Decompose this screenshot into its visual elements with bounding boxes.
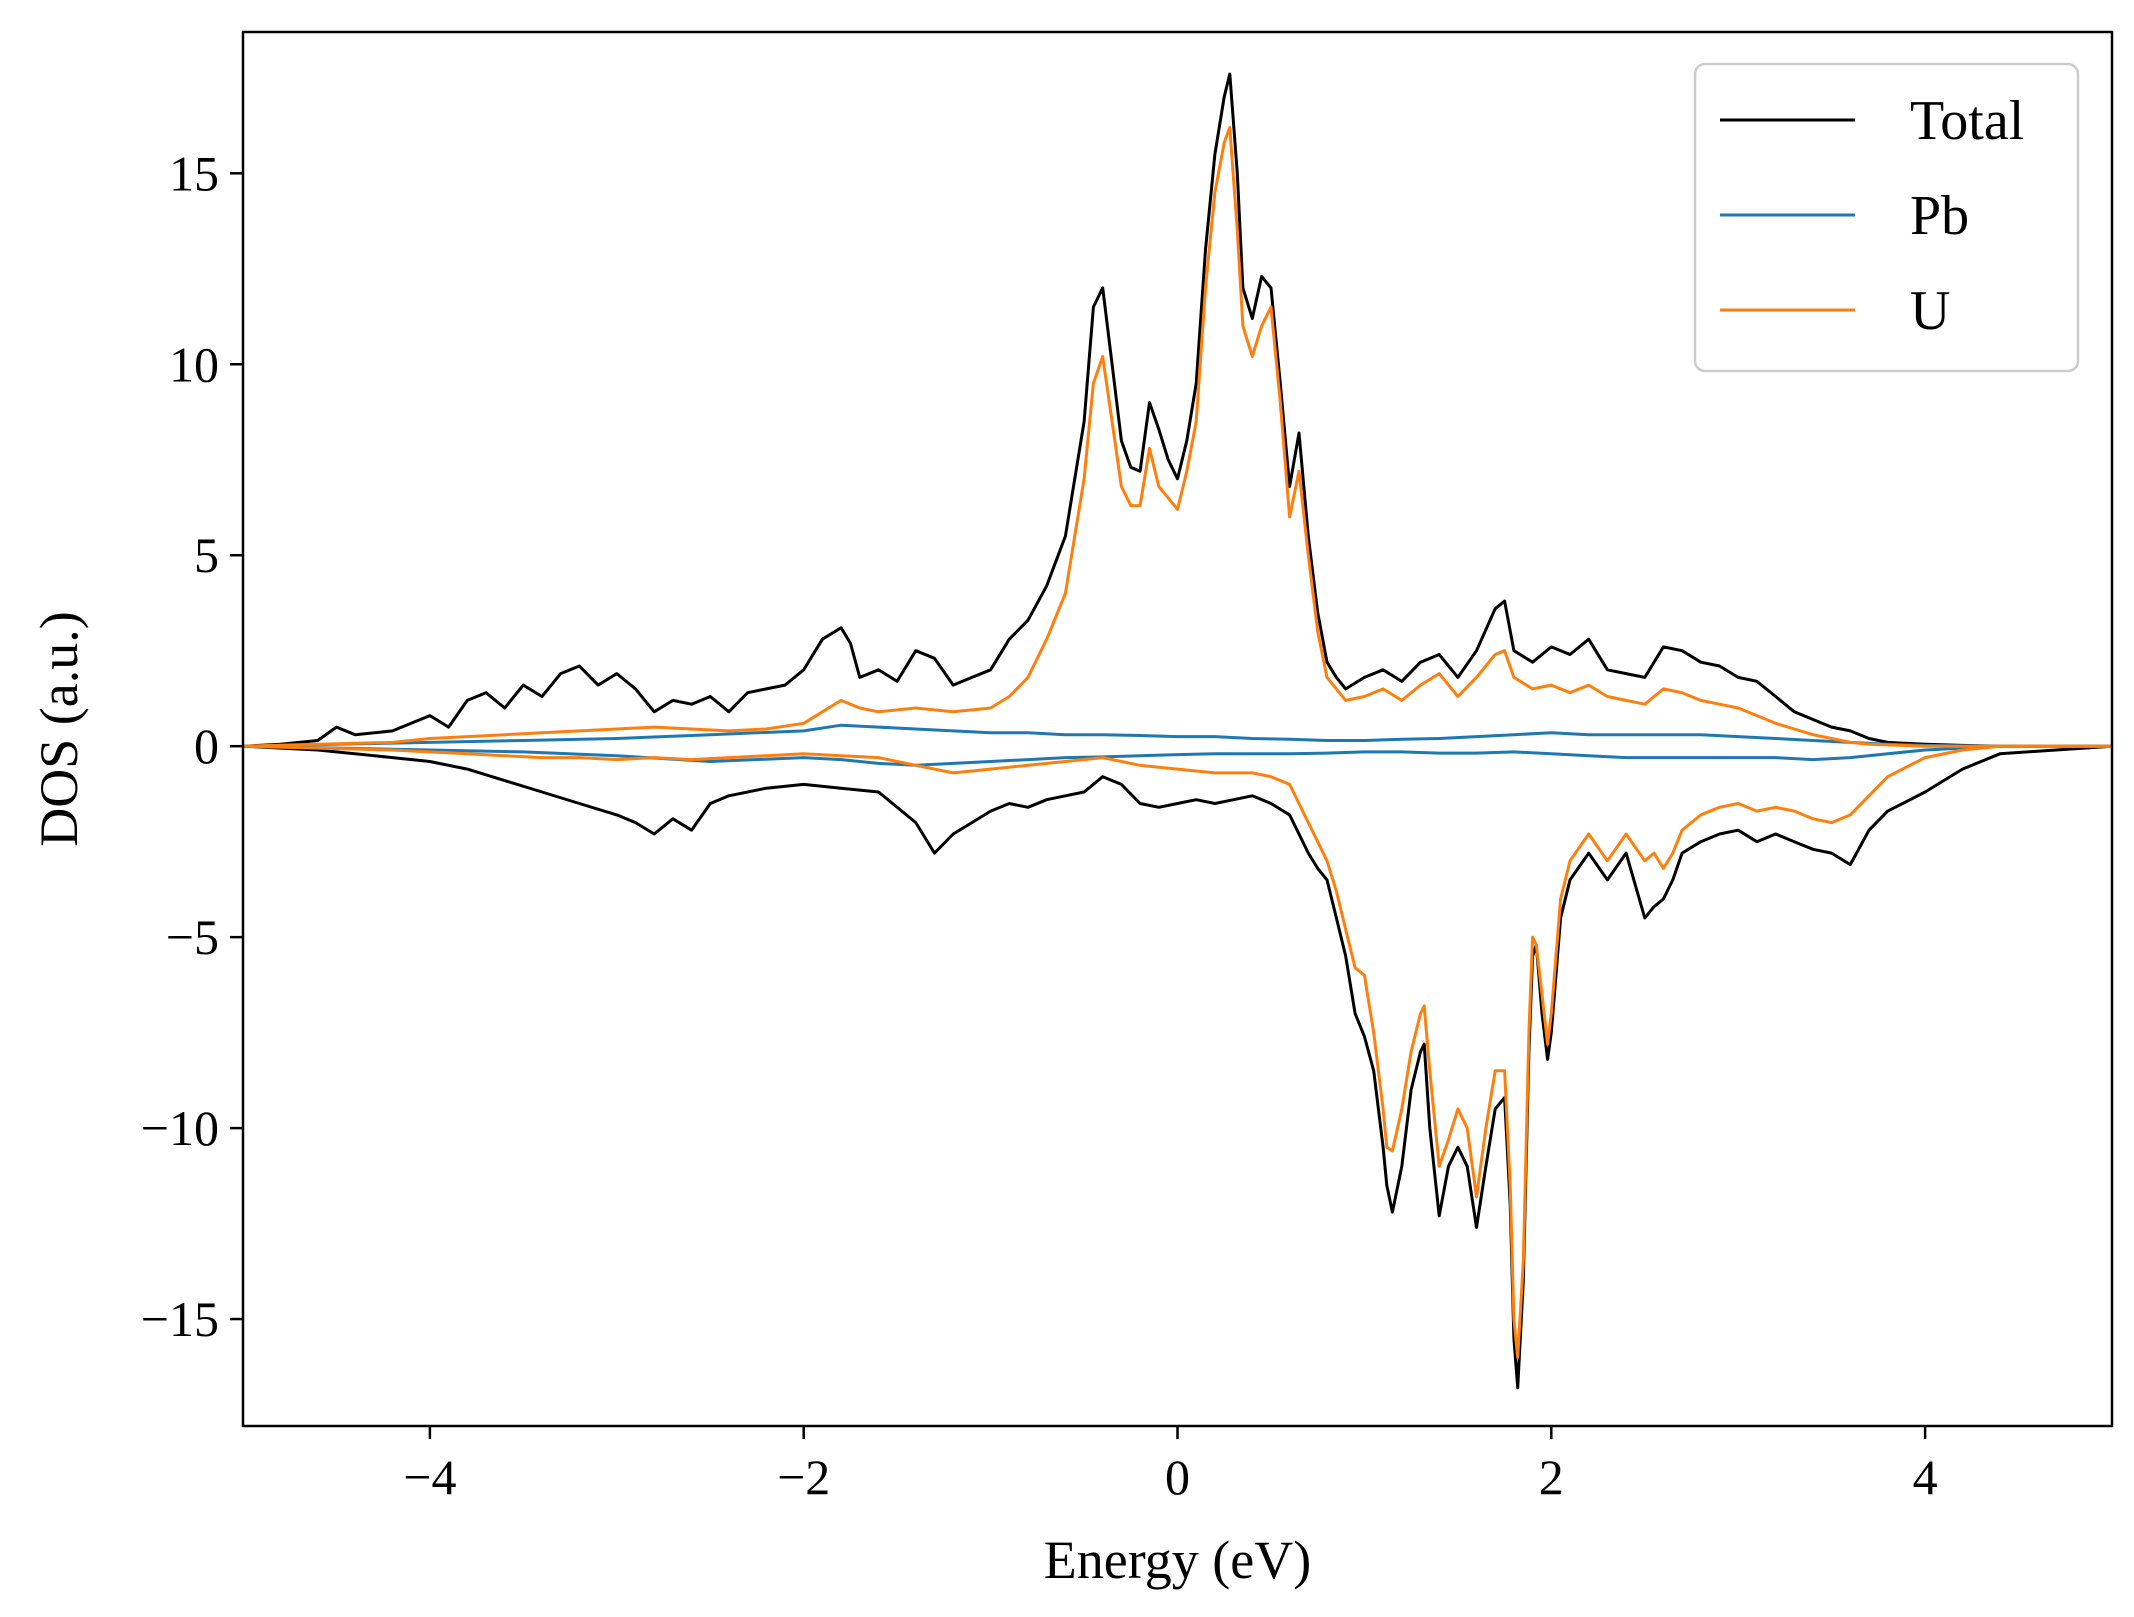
x-tick-label: 4: [1913, 1449, 1938, 1505]
legend: Total Pb U: [1693, 62, 2080, 373]
y-axis: −15 −10 −5 0 5 10 15: [141, 145, 243, 1347]
x-tick-label: 2: [1539, 1449, 1564, 1505]
y-tick-label: −10: [141, 1100, 219, 1156]
series-line-total-up: [243, 72, 2112, 748]
x-tick-label: −2: [777, 1449, 830, 1505]
y-tick-label: −5: [166, 909, 219, 965]
y-tick-label: −15: [141, 1291, 219, 1347]
y-tick-label: 10: [169, 336, 219, 392]
series-line-total-down: [243, 744, 2112, 1390]
y-tick-label: 0: [194, 718, 219, 774]
y-tick-label: 15: [169, 145, 219, 201]
y-axis-label: DOS (a.u.): [29, 611, 89, 846]
legend-label: Total: [1910, 90, 2024, 152]
series-line-pb-up: [243, 723, 2112, 748]
x-tick-label: −4: [403, 1449, 456, 1505]
x-tick-label: 0: [1165, 1449, 1190, 1505]
series-line-pb-down: [243, 744, 2112, 767]
series-line-u-down: [243, 744, 2112, 1359]
x-axis-label: Energy (eV): [1044, 1530, 1311, 1590]
x-axis: −4 −2 0 2 4: [403, 1426, 1938, 1505]
legend-box: [1693, 62, 2080, 373]
series-line-u-up: [243, 126, 2112, 748]
legend-label: Pb: [1910, 185, 1969, 247]
y-tick-label: 5: [194, 527, 219, 583]
legend-label: U: [1910, 280, 1950, 342]
series-layer: [243, 72, 2112, 1390]
